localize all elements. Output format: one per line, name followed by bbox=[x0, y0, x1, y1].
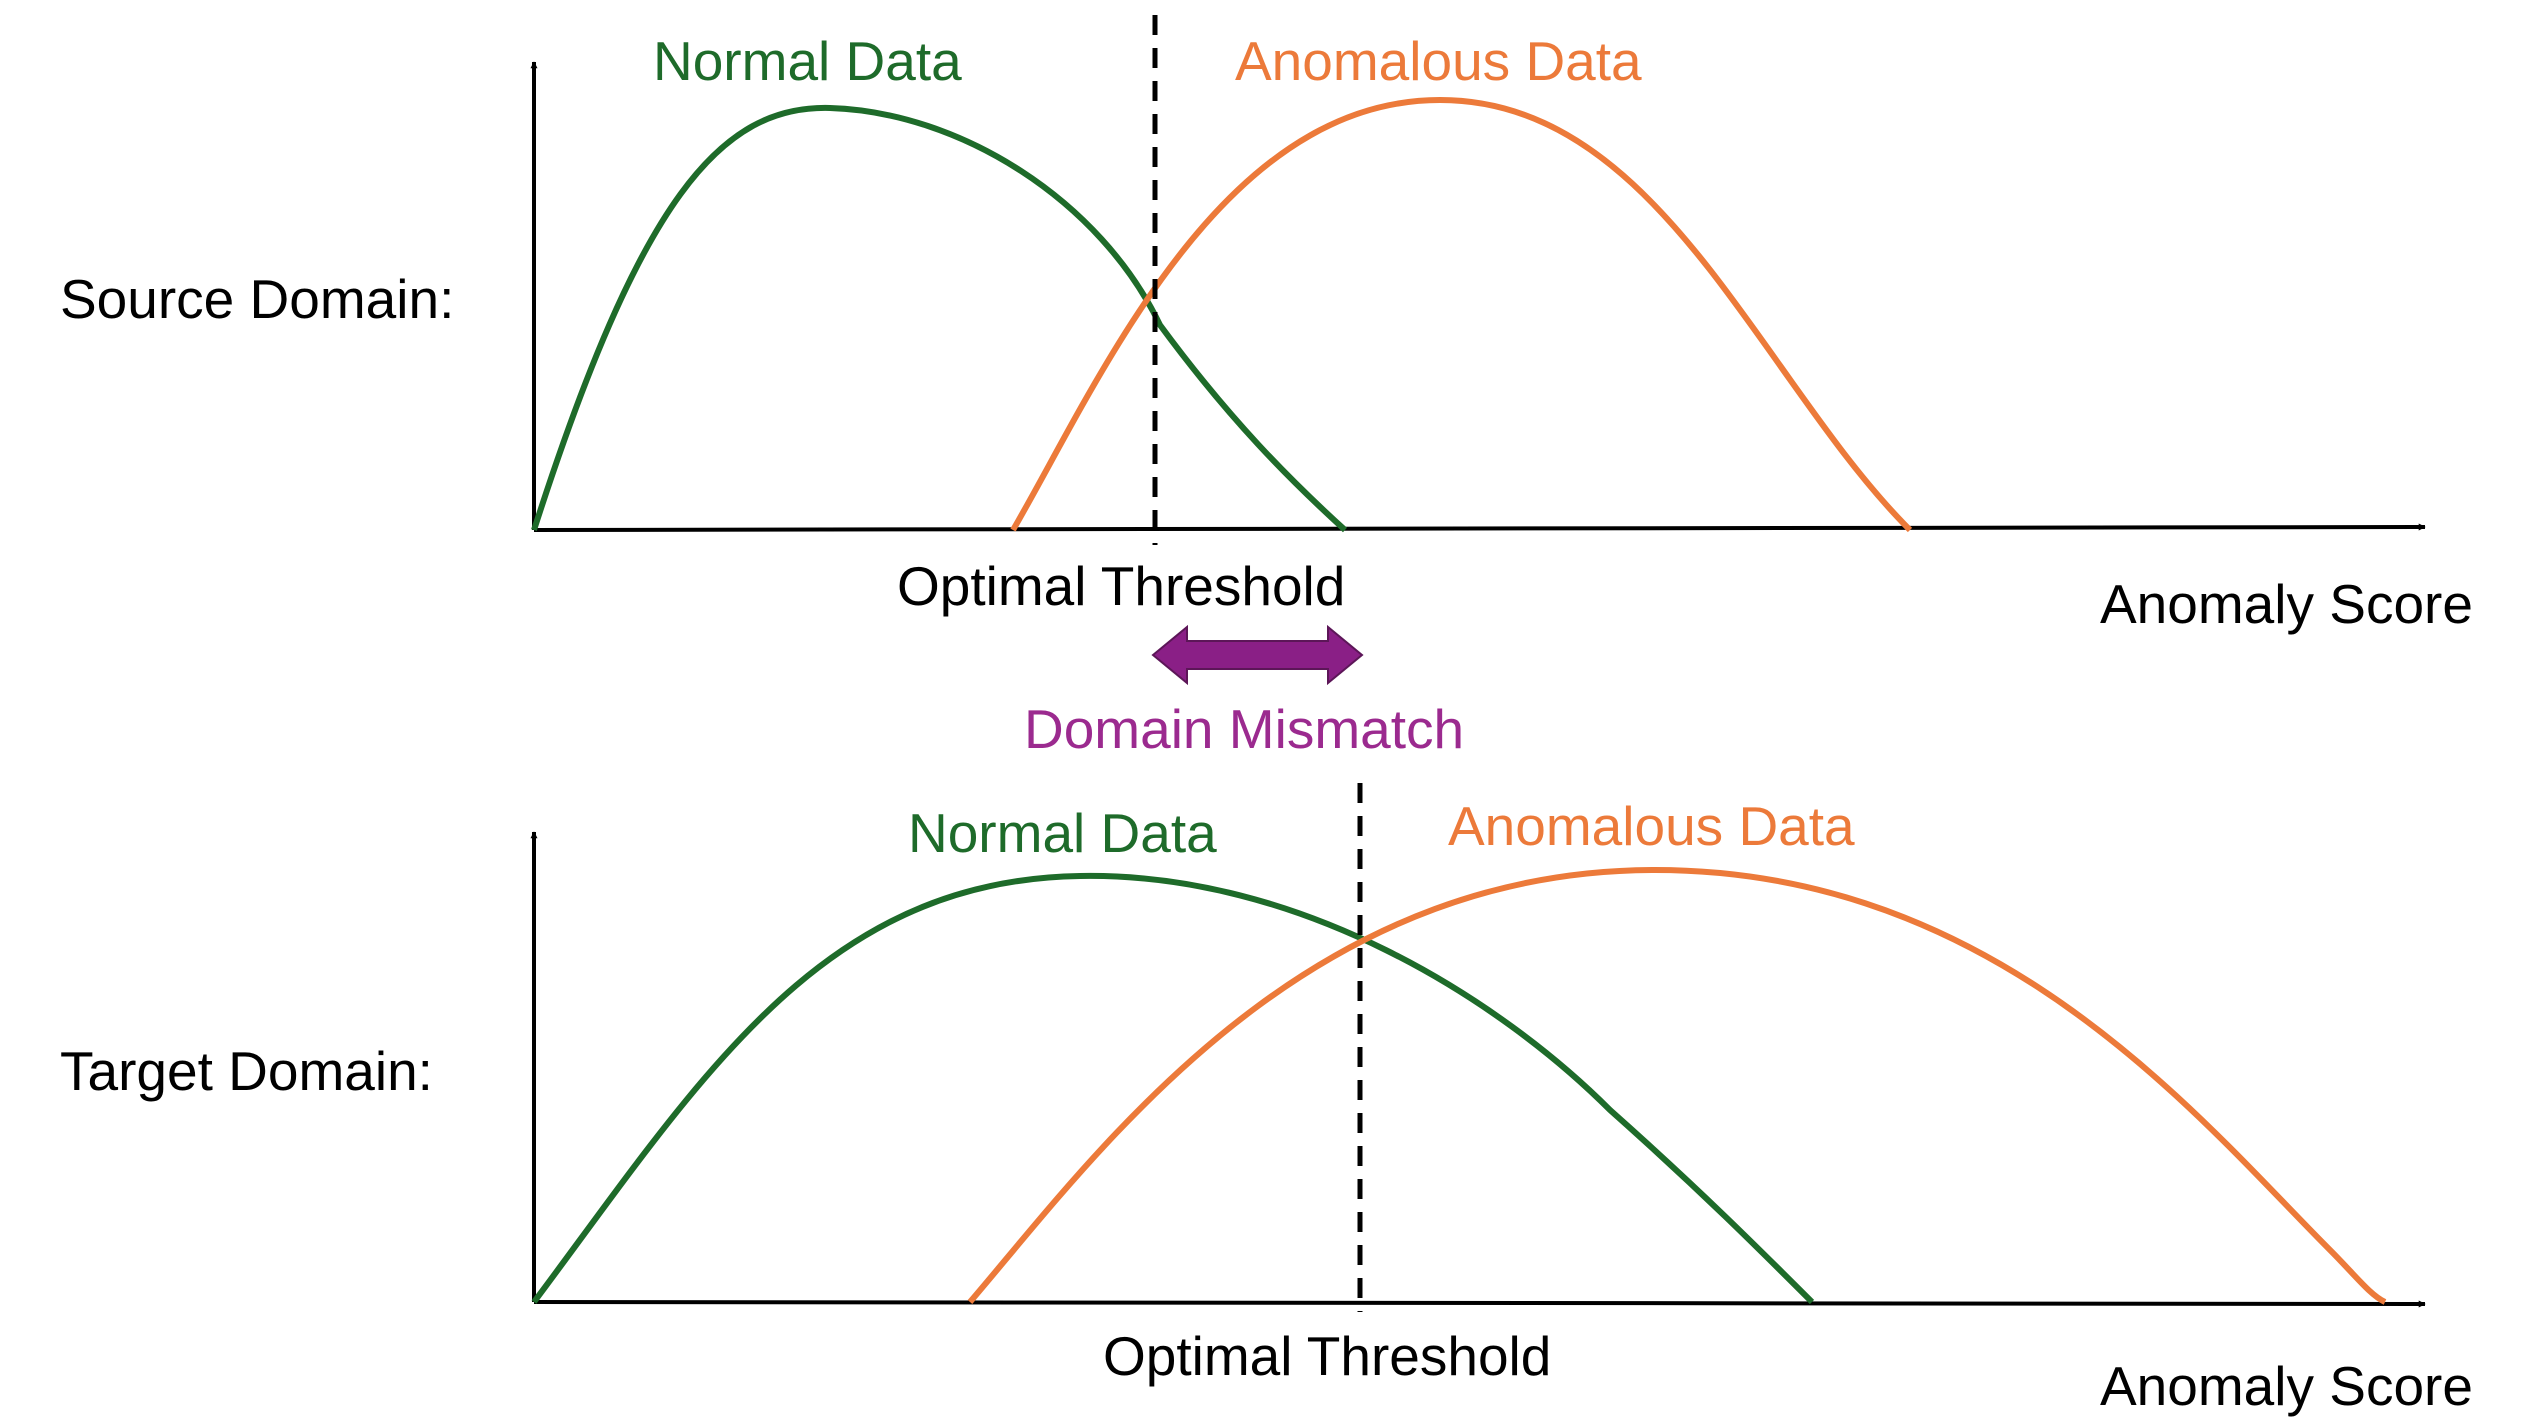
source-normal-label: Normal Data bbox=[653, 30, 962, 92]
target-normal-curve bbox=[531, 872, 1815, 1305]
target-axis-label: Anomaly Score bbox=[2100, 1355, 2473, 1417]
target-anomalous-label: Anomalous Data bbox=[1448, 795, 1855, 857]
source-domain-label: Source Domain: bbox=[60, 268, 454, 330]
domain-mismatch-group: Domain Mismatch bbox=[1024, 624, 1464, 760]
target-threshold-label: Optimal Threshold bbox=[1103, 1325, 1551, 1387]
source-threshold-label: Optimal Threshold bbox=[897, 555, 1345, 617]
target-normal-label: Normal Data bbox=[908, 802, 1217, 864]
target-domain-label: Target Domain: bbox=[60, 1040, 433, 1102]
target-x-axis bbox=[533, 1300, 2426, 1308]
target-anomalous-curve bbox=[967, 866, 2387, 1305]
source-x-axis bbox=[533, 523, 2426, 532]
source-normal-curve bbox=[531, 104, 1348, 533]
target-domain-panel: Target Domain: Normal Data Anomalous Dat… bbox=[60, 783, 2473, 1417]
source-domain-panel: Source Domain: Normal Data Anomalous Dat… bbox=[60, 15, 2473, 635]
source-anomalous-curve bbox=[1010, 96, 1913, 533]
double-headed-arrow-icon bbox=[1151, 624, 1364, 686]
source-anomalous-label: Anomalous Data bbox=[1235, 30, 1642, 92]
source-axis-label: Anomaly Score bbox=[2100, 573, 2473, 635]
domain-mismatch-label: Domain Mismatch bbox=[1024, 698, 1464, 760]
